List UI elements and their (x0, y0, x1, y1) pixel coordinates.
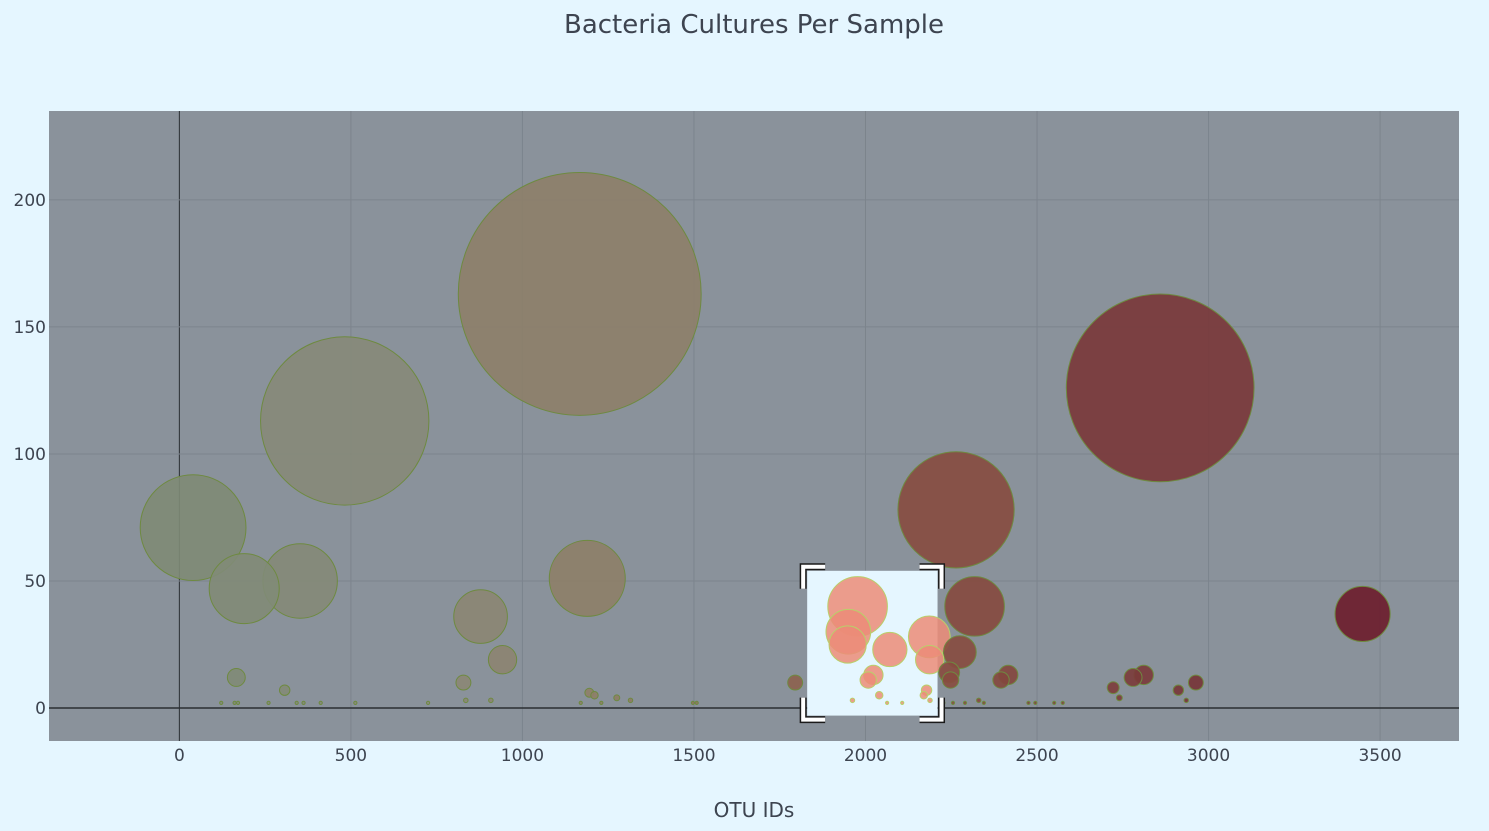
bubble-point[interactable] (941, 671, 960, 689)
bubble-point[interactable] (1187, 674, 1204, 691)
bubble-point[interactable] (301, 700, 306, 705)
bubble-point[interactable] (235, 700, 241, 705)
bubble-point[interactable] (139, 474, 247, 582)
x-tick-label: 1000 (501, 746, 544, 766)
bubble-point[interactable] (950, 700, 956, 705)
selection-corner-handle[interactable] (919, 564, 944, 589)
y-tick-label: 100 (14, 445, 46, 465)
bubble-point[interactable] (694, 700, 699, 705)
bubble-point[interactable] (463, 697, 469, 704)
bubble-point[interactable] (914, 645, 945, 675)
x-tick-label: 1500 (672, 746, 715, 766)
chart-title: Bacteria Cultures Per Sample (563, 10, 944, 40)
bubble-point[interactable] (927, 697, 933, 704)
x-tick-label: 2500 (1015, 746, 1058, 766)
bubble-point[interactable] (599, 700, 604, 705)
bubble-point[interactable] (627, 697, 634, 704)
bubble-point[interactable] (453, 589, 508, 644)
bubble-point[interactable] (548, 539, 626, 617)
bubble-point[interactable] (590, 691, 599, 700)
bubble-point[interactable] (944, 576, 1005, 637)
selection-corner-handle[interactable] (919, 697, 944, 722)
bubble-point[interactable] (872, 631, 908, 668)
bubble-point[interactable] (690, 700, 696, 705)
bubble-point[interactable] (318, 700, 323, 705)
bubble-point[interactable] (353, 700, 358, 705)
bubble-point[interactable] (208, 553, 280, 625)
x-tick-label: 500 (335, 746, 367, 766)
bubble-point[interactable] (992, 671, 1010, 689)
y-tick-label: 150 (14, 318, 46, 338)
bubble-point[interactable] (1172, 684, 1185, 696)
bubble-point[interactable] (787, 674, 804, 691)
bubble-point[interactable] (919, 691, 929, 700)
bubble-point[interactable] (294, 700, 299, 705)
bubbles (139, 171, 1391, 716)
bubble-point[interactable] (859, 671, 877, 689)
bubble-point[interactable] (900, 700, 905, 705)
bubble-point[interactable] (981, 700, 986, 705)
x-axis-title: OTU IDs (713, 798, 795, 822)
y-axis-ticks: 0 50 100 150 200 (14, 191, 46, 719)
selection-corner-handle[interactable] (801, 564, 826, 589)
x-axis-ticks: 0 500 1000 1500 2000 2500 3000 3500 (174, 746, 1402, 766)
bubble-point[interactable] (487, 645, 518, 675)
x-tick-label: 3000 (1187, 746, 1230, 766)
x-tick-label: 0 (174, 746, 185, 766)
bubble-point[interactable] (1033, 700, 1038, 705)
bubble-point[interactable] (1065, 293, 1255, 483)
selection-corner-handle[interactable] (801, 697, 826, 722)
bubble-point[interactable] (1115, 694, 1123, 702)
bubble-point[interactable] (232, 700, 237, 705)
bubble-point[interactable] (962, 700, 968, 705)
bubble-point[interactable] (1060, 700, 1065, 705)
y-tick-label: 0 (35, 699, 46, 719)
bubble-point[interactable] (278, 684, 291, 696)
bubble-point[interactable] (488, 697, 494, 704)
bubble-point[interactable] (613, 694, 621, 702)
x-tick-label: 3500 (1358, 746, 1401, 766)
bubble-point[interactable] (1334, 585, 1391, 643)
bubble-point[interactable] (874, 691, 884, 700)
x-tick-label: 2000 (844, 746, 887, 766)
bubble-point[interactable] (1183, 697, 1189, 704)
bubble-point[interactable] (975, 697, 982, 704)
bubble-point[interactable] (828, 625, 867, 664)
bubble-point[interactable] (1123, 668, 1143, 687)
bubble-point[interactable] (897, 451, 1015, 569)
bubble-point[interactable] (849, 697, 856, 704)
bubble-point[interactable] (1026, 700, 1031, 705)
selection-box[interactable] (799, 563, 946, 724)
bubble-point[interactable] (578, 700, 583, 705)
bubble-point[interactable] (1106, 681, 1120, 695)
bubble-point[interactable] (260, 336, 430, 506)
bubble-point[interactable] (1052, 700, 1057, 705)
y-tick-label: 200 (14, 191, 46, 211)
y-tick-label: 50 (24, 572, 46, 592)
bubble-point[interactable] (885, 700, 890, 705)
bubble-point[interactable] (455, 674, 472, 691)
bubble-point[interactable] (219, 700, 224, 705)
bubble-point[interactable] (942, 635, 977, 669)
bubble-point[interactable] (425, 700, 431, 705)
bubble-point[interactable] (457, 171, 702, 416)
bubble-point[interactable] (226, 668, 246, 687)
bubble-point[interactable] (266, 700, 271, 705)
